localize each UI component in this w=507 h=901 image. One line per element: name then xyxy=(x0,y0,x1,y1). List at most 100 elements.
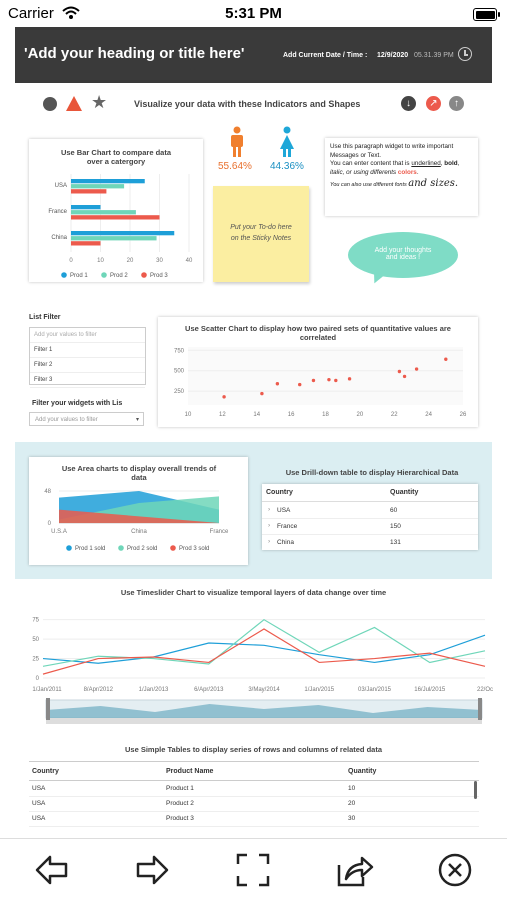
scatter-point xyxy=(298,382,302,387)
list-item[interactable]: Filter 2 xyxy=(30,358,145,373)
paragraph-line2: You can enter content that is underlined… xyxy=(330,160,460,167)
close-icon[interactable] xyxy=(437,852,473,888)
bar-chart[interactable]: 0 10 20 30 40 USA France China Prod 1 Prod 2 Prod … xyxy=(29,169,203,282)
bold-text: bold xyxy=(444,160,458,167)
legend-label: Prod 3 sold xyxy=(179,546,209,552)
y-tick-label: 250 xyxy=(174,389,185,395)
fullscreen-icon[interactable] xyxy=(236,853,270,887)
x-tick-label: 18 xyxy=(322,412,329,418)
plot-area xyxy=(188,347,463,405)
paragraph-line3: italic, or using differents colors. xyxy=(330,168,419,176)
column-header-product[interactable]: Product Name xyxy=(166,768,214,775)
clock-time: 5:31 PM xyxy=(225,5,282,22)
clock-icon xyxy=(458,47,472,61)
table-row[interactable]: › China 131 xyxy=(268,538,401,546)
x-tick-label: France xyxy=(210,529,229,535)
category-label: France xyxy=(48,209,67,215)
list-filter[interactable]: Add your values to filter Filter 1 Filte… xyxy=(29,327,146,388)
circle-shape[interactable] xyxy=(43,97,57,111)
scatter-chart-card[interactable]: Use Scatter Chart to display how two pai… xyxy=(158,317,478,427)
legend-marker xyxy=(170,545,176,551)
simple-table[interactable]: Country Product Name Quantity USA Produc… xyxy=(29,761,479,828)
drill-down-table[interactable]: Country Quantity › USA 60 › France 150 ›… xyxy=(262,484,478,550)
arrow-up-right-icon[interactable]: ↗ xyxy=(426,96,441,111)
y-tick-label: 750 xyxy=(174,348,185,354)
area-series xyxy=(59,509,219,523)
timeslider-handle-right[interactable] xyxy=(478,698,482,720)
scatter-point xyxy=(444,357,448,361)
legend-marker xyxy=(118,545,124,551)
timeslider-title: Use Timeslider Chart to visualize tempor… xyxy=(120,588,387,597)
bar-chart-card[interactable]: Use Bar Chart to compare data over a cat… xyxy=(29,139,203,282)
list-filter-title: List Filter xyxy=(29,314,61,321)
triangle-shape[interactable] xyxy=(66,96,82,111)
back-arrow-icon[interactable] xyxy=(34,852,70,888)
column-header-quantity[interactable]: Quantity xyxy=(348,768,377,775)
bottom-toolbar xyxy=(0,838,507,901)
table-scrollbar[interactable] xyxy=(474,781,477,799)
bar xyxy=(71,236,157,241)
column-header-country[interactable]: Country xyxy=(32,768,59,775)
bar xyxy=(71,189,107,194)
scatter-point xyxy=(327,377,331,382)
star-icon[interactable]: ★ xyxy=(91,92,108,112)
arrow-up-icon[interactable]: ↑ xyxy=(449,96,464,111)
x-tick-label: 16/Jul/2015 xyxy=(414,687,446,693)
x-tick-label: 1/Jan/2015 xyxy=(304,687,334,693)
table-row[interactable]: USA Product 3 30 xyxy=(29,811,479,827)
indicators-caption: Visualize your data with these Indicator… xyxy=(134,99,361,109)
x-tick-label: U.S.A xyxy=(51,529,67,535)
wifi-icon xyxy=(62,6,80,19)
y-tick-label: 0 xyxy=(48,521,52,527)
list-filter-placeholder[interactable]: Add your values to filter xyxy=(30,328,145,343)
forward-arrow-icon[interactable] xyxy=(134,852,170,888)
dropdown-title: Filter your widgets with Lis xyxy=(32,400,123,407)
x-tick-label: 1/Jan/2013 xyxy=(139,687,169,693)
y-tick-label: 25 xyxy=(32,657,39,663)
share-icon[interactable] xyxy=(334,851,374,889)
expand-icon[interactable]: › xyxy=(268,538,271,545)
scatter-point xyxy=(311,378,316,383)
line-series xyxy=(42,628,486,675)
scatter-chart-title: Use Scatter Chart to display how two pai… xyxy=(185,324,451,342)
area-chart[interactable]: 48 0 U.S.A China France Prod 1 sold Prod 2 sol… xyxy=(29,483,248,565)
sticky-note-text: Put your To-do here on the Sticky Notes xyxy=(230,224,292,242)
paragraph-line4: You can also use different fonts and siz… xyxy=(330,178,459,189)
underlined-text: underlined xyxy=(411,160,441,167)
drill-header-country[interactable]: Country xyxy=(266,489,293,496)
date-value: 12/9/2020 xyxy=(377,52,409,59)
arrow-down-icon[interactable]: ↓ xyxy=(401,96,416,111)
x-tick-label: 12 xyxy=(219,412,226,418)
x-tick-label: 8/Apr/2012 xyxy=(84,687,114,693)
filter-dropdown[interactable]: Add your values to filter xyxy=(29,412,144,427)
drill-header-quantity[interactable]: Quantity xyxy=(390,489,419,496)
paragraph-widget[interactable]: Use this paragraph widget to write impor… xyxy=(325,138,478,216)
table-row[interactable]: USA Product 2 20 xyxy=(29,796,479,812)
page-title[interactable]: 'Add your heading or title here' xyxy=(24,45,245,62)
x-tick-label: 10 xyxy=(97,258,104,264)
scatter-chart[interactable]: 250 500 750 10 12 14 16 18 20 22 24 26 xyxy=(158,345,478,427)
sticky-note[interactable]: Put your To-do here on the Sticky Notes xyxy=(213,186,309,282)
thought-bubble[interactable]: Add your thoughts and ideas ! xyxy=(348,232,458,278)
timeslider-chart[interactable]: 0 25 50 75 1/Jan/2011 8/Apr/2012 1/Jan/2013 6/A… xyxy=(15,600,495,730)
list-item[interactable]: Filter 1 xyxy=(30,343,145,358)
x-tick-label: 20 xyxy=(127,258,134,264)
area-chart-card[interactable]: Use Area charts to display overall trend… xyxy=(29,457,248,565)
legend-label: Prod 2 sold xyxy=(127,546,157,552)
bar xyxy=(71,210,136,215)
table-row[interactable]: › USA 60 xyxy=(262,502,478,519)
table-row[interactable]: USA Product 1 10 xyxy=(29,781,479,797)
timeslider-scrollbar[interactable] xyxy=(46,718,482,724)
scatter-point xyxy=(414,367,419,371)
timeslider-handle-left[interactable] xyxy=(46,698,50,720)
date-label: Add Current Date / Time : xyxy=(283,52,368,59)
list-item[interactable]: Filter 3 xyxy=(30,373,145,388)
expand-icon[interactable]: › xyxy=(268,522,271,529)
x-tick-label: 40 xyxy=(186,258,193,264)
x-tick-label: 30 xyxy=(156,258,163,264)
female-person-icon xyxy=(280,126,294,157)
colored-text: colors xyxy=(397,168,417,176)
scatter-point xyxy=(347,377,352,381)
expand-icon[interactable]: › xyxy=(268,506,271,513)
table-row[interactable]: › France 150 xyxy=(262,518,478,535)
